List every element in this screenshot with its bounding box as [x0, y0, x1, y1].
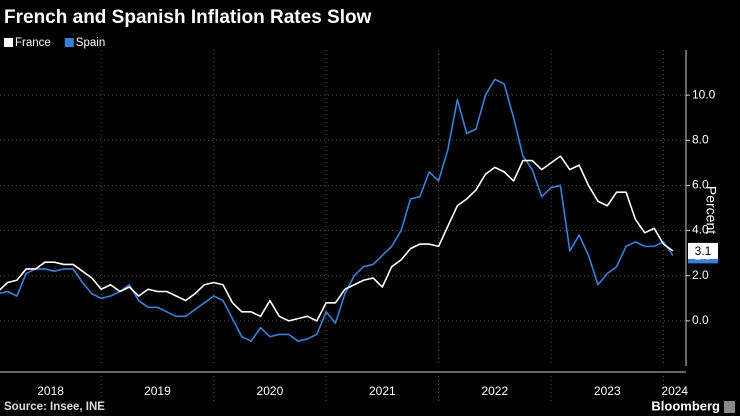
x-tick-label: 2024 [661, 384, 688, 398]
last-value-box [688, 242, 718, 259]
x-tick-label: 2021 [369, 384, 396, 398]
credit: Bloomberg [651, 398, 720, 413]
y-tick-label: 6.0 [692, 178, 709, 192]
legend-label: Spain [76, 37, 105, 49]
series-line [0, 155, 674, 322]
x-tick-label: 2020 [257, 384, 284, 398]
plot-area [0, 78, 674, 342]
series-line [0, 78, 674, 342]
y-tick-label: 0.0 [692, 313, 709, 327]
source: Source: Insee, INE [4, 401, 105, 413]
y-axis-label: Percent [703, 186, 719, 234]
credit-icon [724, 401, 735, 413]
y-tick-label: 4.0 [692, 223, 709, 237]
y-tick-label: 8.0 [692, 132, 709, 146]
y-tick-label: 10.0 [692, 87, 716, 101]
chart-title: French and Spanish Inflation Rates Slow [4, 7, 372, 28]
legend-label: France [15, 37, 51, 49]
x-tick-label: 2019 [144, 384, 171, 398]
y-tick-label: 2.0 [692, 268, 709, 282]
x-tick-label: 2022 [481, 384, 508, 398]
last-value-label: 3.1 [695, 244, 712, 258]
x-tick-label: 2023 [594, 384, 621, 398]
x-tick-label: 2018 [37, 384, 64, 398]
legend-swatch [4, 38, 13, 47]
legend-swatch [64, 38, 74, 47]
